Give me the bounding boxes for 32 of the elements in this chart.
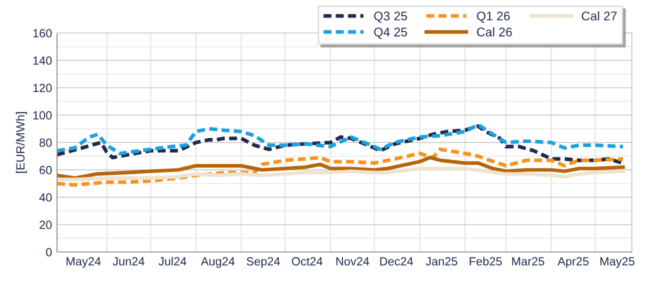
line-series (57, 166, 625, 182)
x-tick-label: Nov24 (336, 257, 370, 266)
legend-label: Cal 26 (476, 27, 512, 36)
legend-label: Q3 25 (374, 12, 408, 23)
y-axis-title: [EUR/MWh] (16, 112, 27, 173)
y-tick-label: 0 (46, 248, 52, 256)
x-tick-label: Jun24 (112, 257, 144, 266)
y-tick-label: 20 (40, 220, 52, 230)
y-tick-label: 40 (39, 193, 52, 202)
x-tick-label: Aug24 (200, 257, 235, 268)
legend-label: Q4 25 (374, 28, 408, 39)
y-tick-label: 100 (33, 111, 52, 120)
line-series (57, 156, 625, 180)
x-tick-label: Apr25 (558, 257, 589, 268)
y-tick-label: 60 (40, 166, 52, 174)
x-tick-label: Sep24 (246, 257, 280, 268)
y-tick-label: 120 (33, 84, 52, 92)
y-tick-label: 160 (33, 29, 52, 38)
x-tick-label: Mar25 (512, 257, 544, 266)
legend-label: Cal 27 (582, 11, 617, 20)
x-tick-label: Oct24 (292, 257, 323, 266)
x-tick-label: Feb25 (470, 256, 502, 266)
x-tick-label: Jul24 (158, 256, 186, 266)
x-tick-label: Dec24 (380, 257, 414, 266)
legend-label: Q1 26 (476, 12, 510, 23)
x-tick-label: May25 (600, 257, 634, 268)
x-tick-label: Jan25 (426, 257, 458, 266)
line-series (57, 148, 625, 187)
x-tick-label: May24 (66, 257, 101, 268)
line-series (57, 122, 625, 156)
y-tick-label: 140 (33, 56, 52, 65)
y-tick-label: 80 (40, 138, 52, 147)
